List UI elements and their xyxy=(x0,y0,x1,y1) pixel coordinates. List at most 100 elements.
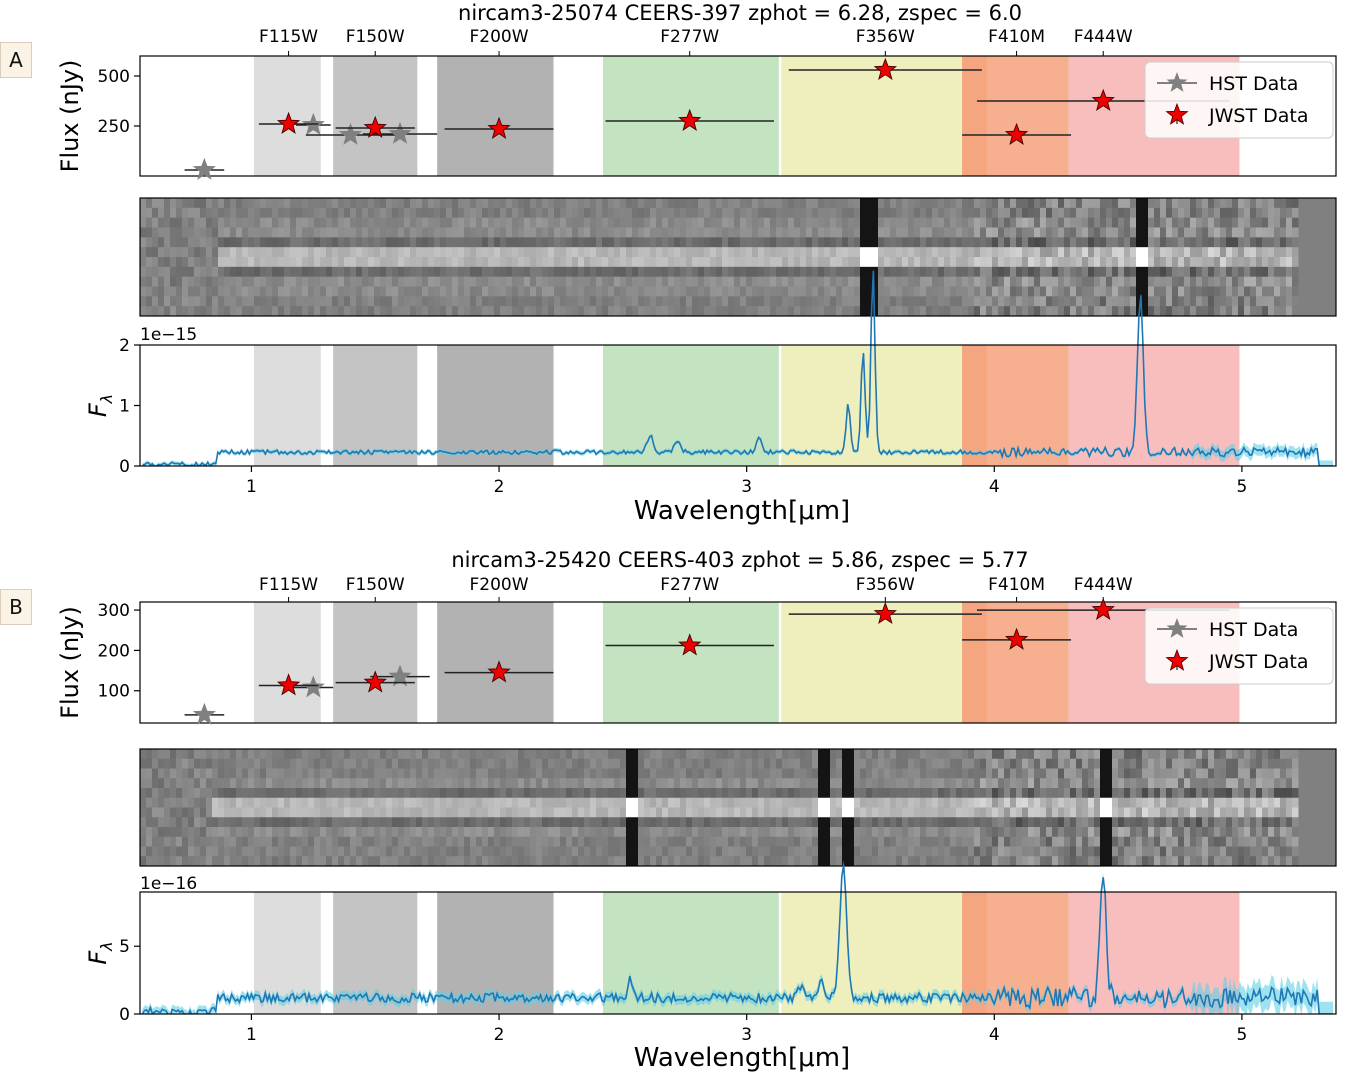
image-pixel xyxy=(404,797,411,808)
image-pixel xyxy=(662,276,669,287)
image-pixel xyxy=(1250,768,1257,779)
image-pixel xyxy=(872,788,879,799)
image-pixel xyxy=(290,207,297,219)
image-pixel xyxy=(1034,836,1041,847)
panel-label-a: A xyxy=(0,42,32,78)
image-pixel xyxy=(782,778,789,789)
image-pixel xyxy=(962,807,969,818)
image-pixel xyxy=(170,296,177,307)
image-pixel xyxy=(1280,217,1287,228)
image-pixel xyxy=(986,778,993,789)
image-pixel xyxy=(344,207,351,219)
image-pixel xyxy=(1232,836,1239,847)
image-pixel xyxy=(308,788,315,799)
image-pixel xyxy=(356,768,363,779)
image-pixel xyxy=(908,768,915,779)
image-pixel xyxy=(1256,217,1263,228)
image-pixel xyxy=(806,846,813,857)
image-pixel xyxy=(1178,286,1185,297)
image-pixel xyxy=(206,788,213,799)
image-pixel xyxy=(1106,788,1113,799)
image-pixel xyxy=(272,846,279,857)
image-pixel xyxy=(1100,217,1107,228)
image-pixel xyxy=(1016,778,1023,789)
image-pixel xyxy=(872,797,879,808)
image-pixel xyxy=(1232,286,1239,297)
image-pixel xyxy=(1028,768,1035,779)
image-pixel xyxy=(1268,758,1275,769)
image-pixel xyxy=(164,266,171,278)
image-pixel xyxy=(632,827,639,838)
image-pixel xyxy=(794,207,801,219)
image-pixel xyxy=(302,778,309,789)
image-pixel xyxy=(980,758,987,769)
image-pixel xyxy=(1268,198,1275,209)
image-pixel xyxy=(242,807,249,818)
image-pixel xyxy=(290,296,297,307)
image-pixel xyxy=(806,276,813,287)
image-pixel xyxy=(1022,778,1029,789)
image-pixel xyxy=(1280,846,1287,857)
image-pixel xyxy=(236,227,243,238)
image-pixel xyxy=(476,846,483,857)
image-pixel xyxy=(392,257,399,268)
image-pixel xyxy=(320,836,327,847)
image-pixel xyxy=(890,836,897,847)
image-pixel xyxy=(1142,296,1149,307)
image-pixel xyxy=(464,296,471,307)
image-pixel xyxy=(1220,227,1227,238)
image-pixel xyxy=(512,768,519,779)
image-pixel xyxy=(230,817,237,828)
image-pixel xyxy=(212,296,219,307)
image-pixel xyxy=(566,306,573,317)
image-pixel xyxy=(404,247,411,258)
image-pixel xyxy=(578,807,585,818)
image-pixel xyxy=(422,207,429,219)
image-pixel xyxy=(908,846,915,857)
image-pixel xyxy=(1280,758,1287,769)
image-pixel xyxy=(860,749,867,760)
image-pixel xyxy=(152,788,159,799)
image-pixel xyxy=(866,778,873,789)
image-pixel xyxy=(674,217,681,228)
image-pixel xyxy=(968,827,975,838)
image-pixel xyxy=(878,807,885,818)
panel-label-b: B xyxy=(0,589,32,625)
image-pixel xyxy=(848,846,855,857)
image-pixel xyxy=(554,778,561,789)
image-pixel xyxy=(752,758,759,769)
image-pixel xyxy=(698,266,705,278)
image-pixel xyxy=(548,257,555,268)
image-pixel xyxy=(1268,827,1275,838)
image-pixel xyxy=(644,227,651,238)
image-pixel xyxy=(758,296,765,307)
image-pixel xyxy=(1172,768,1179,779)
image-pixel xyxy=(764,286,771,297)
image-pixel xyxy=(152,758,159,769)
image-pixel xyxy=(1064,817,1071,828)
image-pixel xyxy=(860,257,867,268)
image-pixel xyxy=(506,296,513,307)
image-pixel xyxy=(764,807,771,818)
image-pixel xyxy=(1274,817,1281,828)
image-pixel xyxy=(230,247,237,258)
image-pixel xyxy=(176,198,183,209)
image-pixel xyxy=(836,237,843,248)
image-pixel xyxy=(818,846,825,857)
image-pixel xyxy=(782,836,789,847)
image-pixel xyxy=(896,749,903,760)
image-pixel xyxy=(1064,797,1071,808)
image-pixel xyxy=(1088,817,1095,828)
image-pixel xyxy=(542,257,549,268)
image-pixel xyxy=(344,247,351,258)
image-pixel xyxy=(152,286,159,297)
image-pixel xyxy=(1040,217,1047,228)
image-pixel xyxy=(1016,198,1023,209)
image-pixel xyxy=(200,846,207,857)
image-pixel xyxy=(338,207,345,219)
image-pixel xyxy=(470,778,477,789)
image-pixel xyxy=(194,797,201,808)
image-pixel xyxy=(878,198,885,209)
image-pixel xyxy=(1292,856,1299,867)
image-pixel xyxy=(1262,749,1269,760)
